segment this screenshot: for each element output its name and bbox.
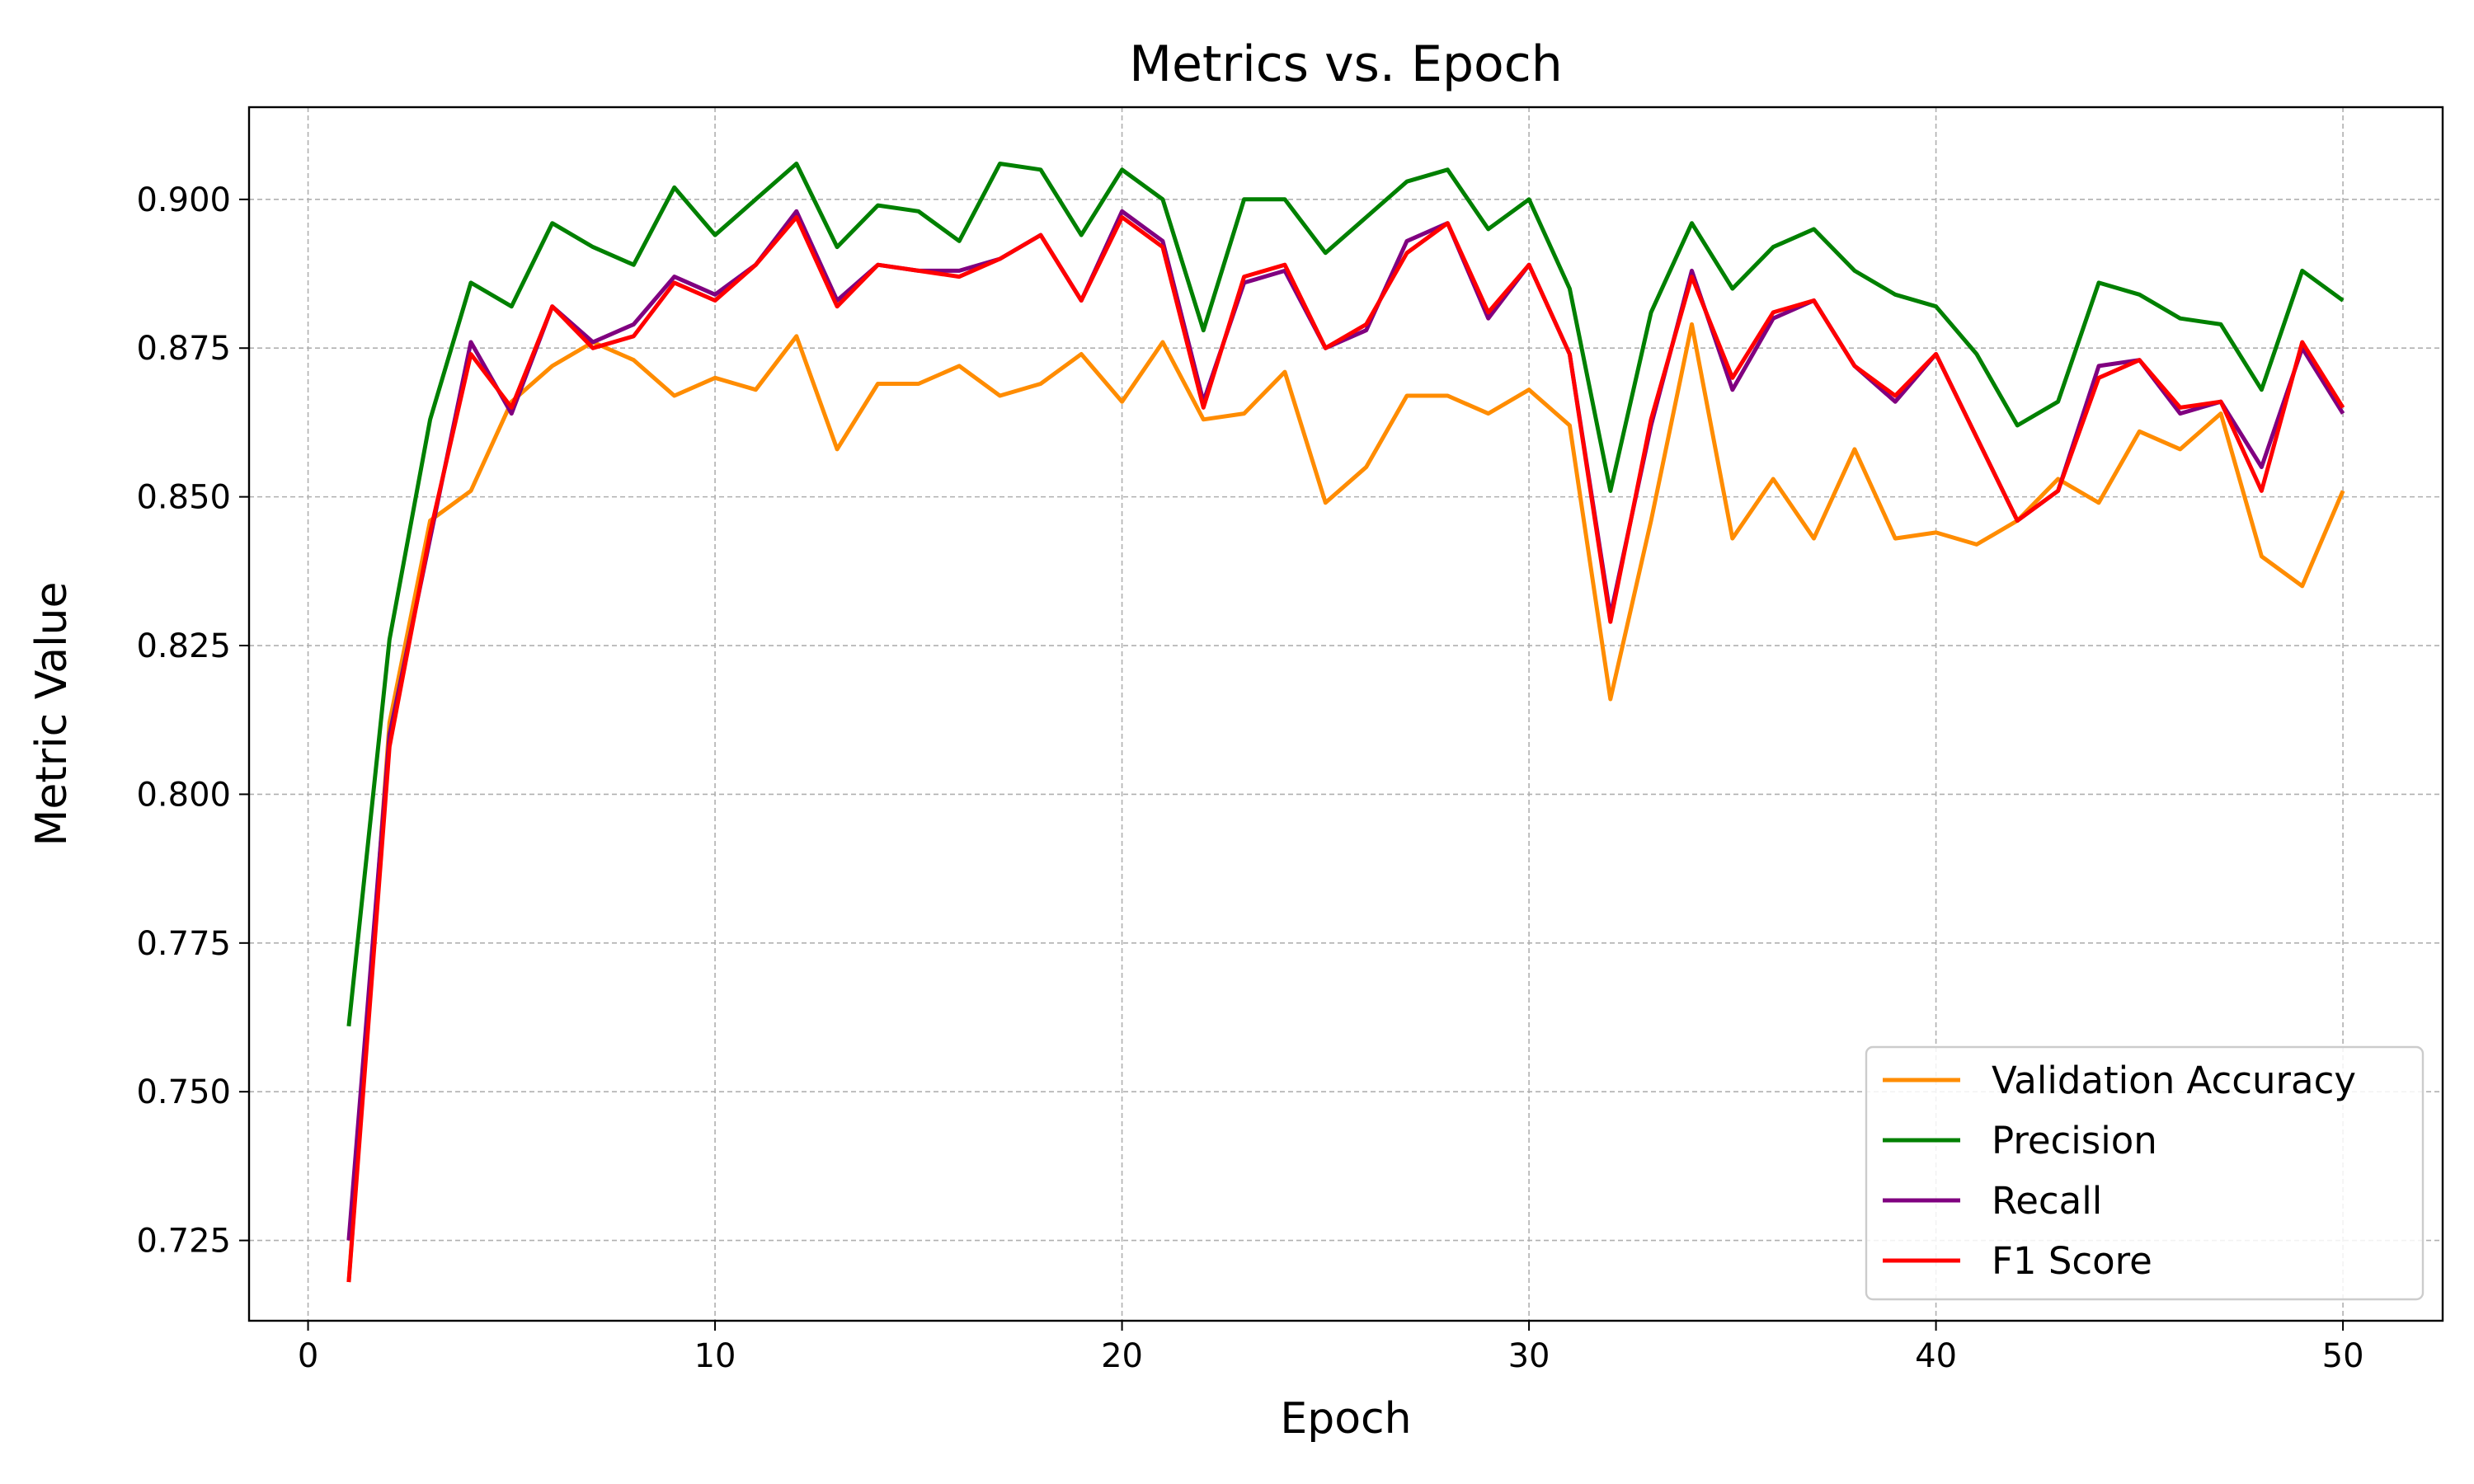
x-tick-label: 0 — [298, 1337, 318, 1375]
legend-label: Validation Accuracy — [1992, 1059, 2356, 1102]
y-tick-label: 0.900 — [136, 181, 231, 219]
y-axis-label: Metric Value — [27, 582, 77, 847]
y-axis-ticks: 0.725 0.750 0.775 0.800 0.825 0.850 0.875 0.900 — [136, 181, 249, 1261]
x-axis-label: Epoch — [1280, 1394, 1411, 1444]
legend-label: F1 Score — [1992, 1239, 2152, 1283]
x-tick-label: 20 — [1101, 1337, 1143, 1375]
series-line-f1-score — [346, 215, 2345, 1283]
series-line-precision — [346, 162, 2345, 1027]
x-tick-label: 10 — [694, 1337, 736, 1375]
y-tick-label: 0.750 — [136, 1073, 231, 1111]
plot-frame — [247, 106, 2444, 1322]
chart-title: Metrics vs. Epoch — [1129, 35, 1563, 93]
y-tick-label: 0.775 — [136, 925, 231, 963]
legend-box — [1865, 1045, 2425, 1301]
y-tick-label: 0.875 — [136, 330, 231, 368]
grid — [249, 107, 2443, 1321]
series-line-validation-accuracy — [346, 322, 2345, 1283]
y-tick-label: 0.825 — [136, 627, 231, 665]
legend-label: Recall — [1992, 1179, 2102, 1223]
legend-entries: Validation Accuracy Precision Recall F1 Sco… — [1883, 1059, 2356, 1283]
x-tick-label: 40 — [1915, 1337, 1957, 1375]
legend: Validation Accuracy Precision Recall F1 Sco… — [1865, 1045, 2425, 1301]
series-lines — [346, 162, 2345, 1283]
y-tick-label: 0.850 — [136, 479, 231, 517]
x-tick-label: 30 — [1508, 1337, 1550, 1375]
x-axis-ticks: 0 10 20 30 40 50 — [298, 1321, 2364, 1375]
x-tick-label: 50 — [2322, 1337, 2364, 1375]
y-tick-label: 0.725 — [136, 1223, 231, 1261]
y-tick-label: 0.800 — [136, 776, 231, 814]
legend-label: Precision — [1992, 1119, 2157, 1162]
